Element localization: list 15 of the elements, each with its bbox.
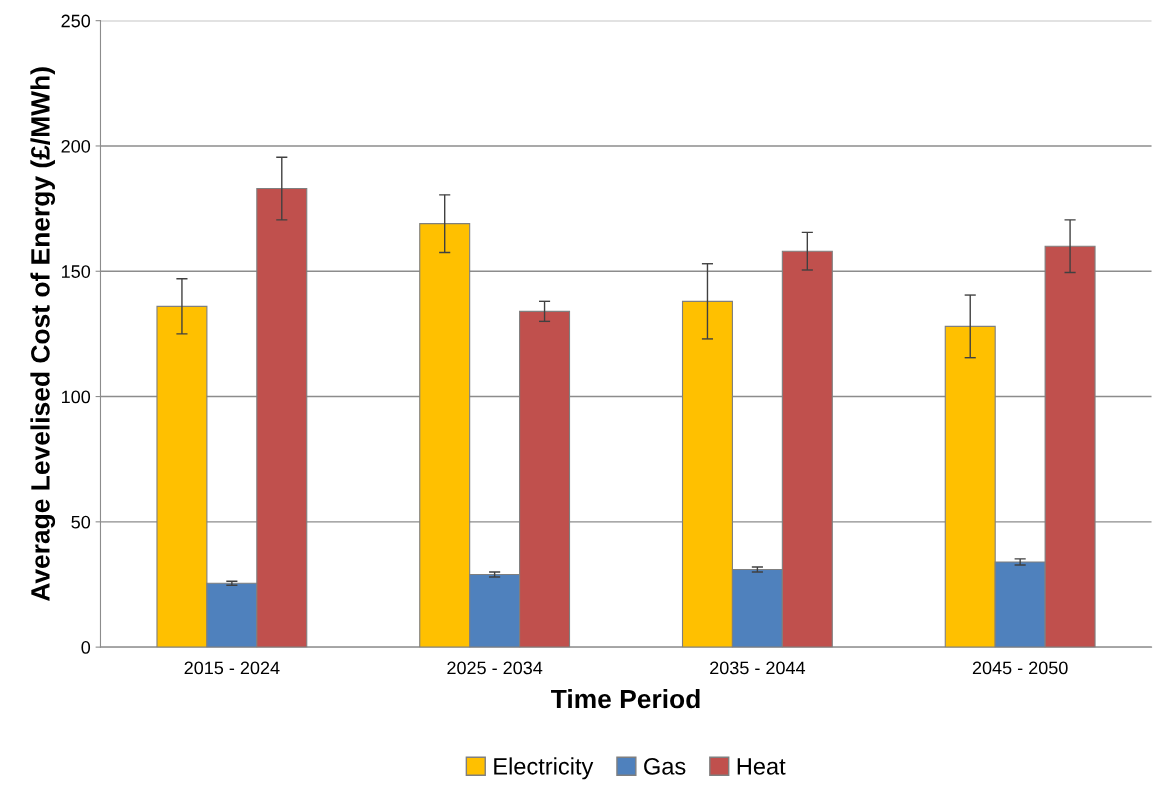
y-tick-label: 200 — [61, 139, 91, 153]
y-tick-label: 250 — [61, 14, 91, 28]
x-tick-label: 2025 - 2034 — [447, 661, 543, 675]
y-tick-label: 150 — [62, 265, 91, 278]
legend-label: Heat — [737, 758, 786, 775]
x-axis-title: Time Period — [551, 688, 700, 709]
x-tick-label: 2035 - 2044 — [710, 661, 806, 675]
x-tick-label: 2015 - 2024 — [184, 661, 280, 675]
y-tick-label: 100 — [62, 390, 91, 404]
y-tick-label: 0 — [81, 641, 91, 654]
y-tick-label: 50 — [71, 515, 91, 529]
legend-label: Electricity — [494, 757, 594, 780]
legend-label: Gas — [644, 757, 686, 775]
y-axis-title: Average Levelised Cost of Energy (£/MWh) — [30, 67, 56, 602]
x-tick-label: 2045 - 2050 — [972, 661, 1068, 675]
